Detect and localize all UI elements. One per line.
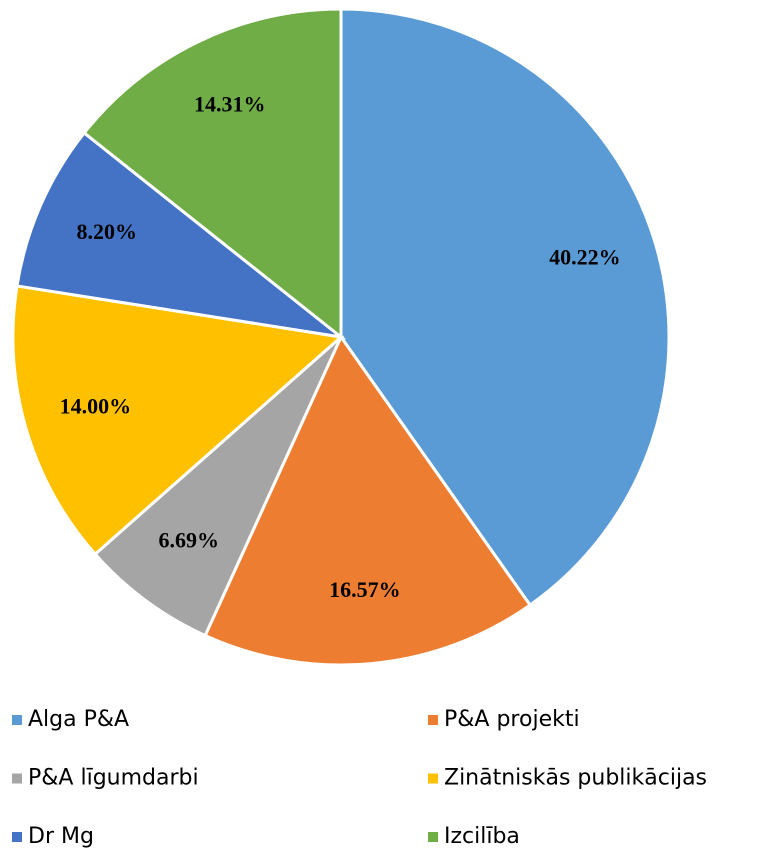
data-label: 40.22% — [549, 245, 621, 270]
legend-swatch — [12, 832, 22, 842]
legend-swatch — [428, 773, 438, 784]
pie-slice — [11, 284, 345, 557]
legend-swatch — [428, 715, 438, 725]
data-label: 14.00% — [60, 394, 132, 419]
data-label: 6.69% — [159, 528, 220, 553]
legend-label: Izcilība — [444, 824, 520, 849]
pie-slice — [82, 7, 343, 341]
legend-swatch — [12, 715, 22, 725]
data-label: 8.20% — [77, 219, 138, 244]
legend-swatch — [12, 773, 22, 784]
legend-label: Dr Mg — [28, 824, 94, 849]
legend-label: Zinātniskās publikācijas — [444, 766, 707, 791]
legend-swatch — [428, 832, 438, 842]
legend-label: P&A līgumdarbi — [28, 766, 199, 791]
pie-slice — [93, 335, 343, 638]
legend-label: P&A projekti — [444, 707, 580, 732]
data-label: 14.31% — [194, 92, 266, 117]
pie-slice — [203, 333, 533, 667]
legend-label: Alga P&A — [28, 707, 129, 732]
pie-slice — [339, 7, 671, 608]
data-label: 16.57% — [329, 577, 401, 602]
pie-slice — [15, 130, 347, 340]
